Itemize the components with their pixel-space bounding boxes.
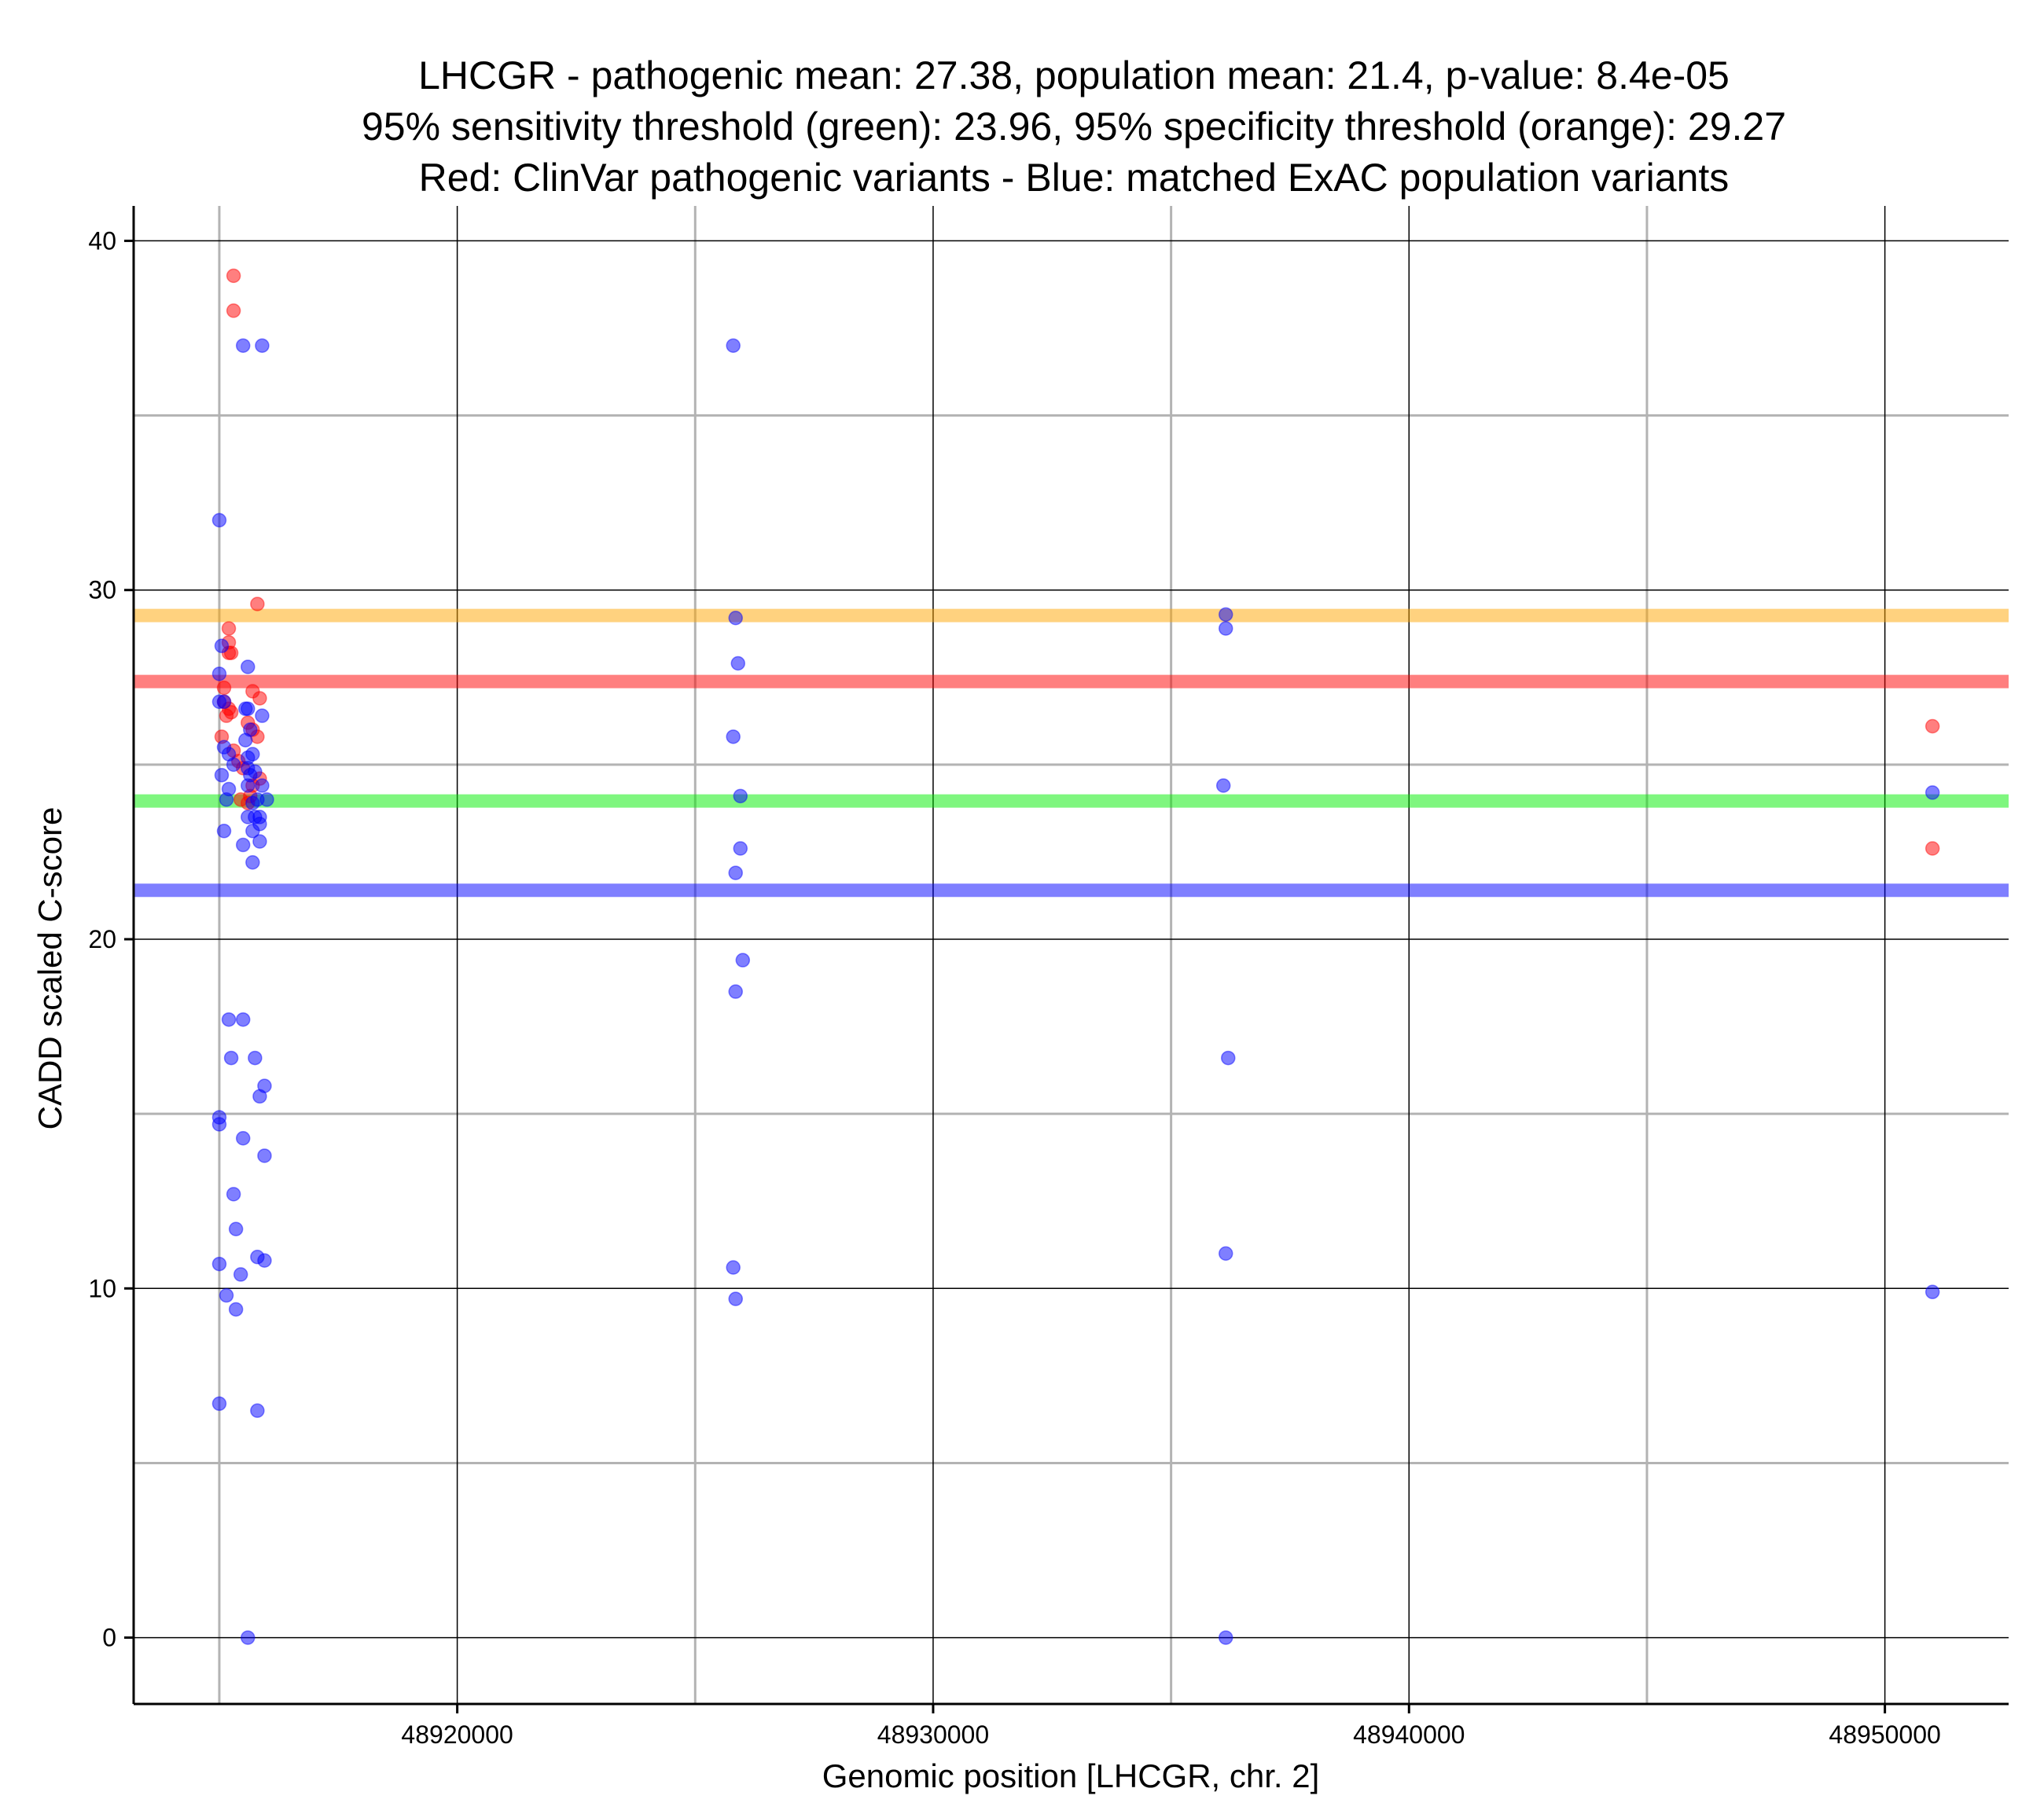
population-point <box>216 694 232 710</box>
population-point <box>241 1630 256 1645</box>
population-point <box>1218 621 1233 636</box>
chart-title-line-3: Red: ClinVar pathogenic variants - Blue:… <box>419 156 1730 200</box>
population-point <box>235 837 251 853</box>
population-point <box>211 1396 227 1412</box>
population-point <box>1215 778 1231 793</box>
population-point <box>257 1253 272 1269</box>
population-point <box>233 1267 248 1282</box>
x-tick-label: 48930000 <box>877 1720 989 1749</box>
pathogenic-point <box>1925 718 1940 734</box>
population-point <box>728 1291 743 1306</box>
pathogenic-point <box>252 691 267 706</box>
x-tick-label: 48920000 <box>401 1720 513 1749</box>
pathogenic-point <box>226 268 241 284</box>
pathogenic-point <box>221 621 237 636</box>
population-point <box>252 1089 267 1104</box>
pathogenic-point <box>219 708 234 723</box>
population-point <box>238 733 253 748</box>
population-point <box>728 984 743 999</box>
population-point <box>245 824 260 839</box>
population-point <box>1218 1246 1233 1261</box>
population-point <box>728 865 743 880</box>
y-tick-label: 40 <box>88 226 116 255</box>
y-tick-label: 10 <box>88 1274 116 1302</box>
chart-title-line-1: LHCGR - pathogenic mean: 27.38, populati… <box>418 53 1730 97</box>
axes: 0 10 20 30 40 48920000 48930000 48940000 4895000… <box>88 206 2009 1749</box>
population-point <box>1218 1630 1233 1645</box>
population-point <box>219 1287 234 1303</box>
population-point <box>735 953 751 968</box>
population-point <box>211 512 227 528</box>
population-point <box>216 824 232 839</box>
y-tick-label: 30 <box>88 576 116 604</box>
x-axis-title: Genomic position [LHCGR, chr. 2] <box>822 1757 1320 1794</box>
population-point <box>728 611 743 626</box>
pathogenic-point <box>226 303 241 318</box>
pathogenic-point <box>1925 841 1940 856</box>
population-point <box>255 338 270 353</box>
pathogenic-point <box>250 597 265 611</box>
population-point <box>238 701 253 717</box>
population-point <box>226 757 241 773</box>
population-point <box>730 655 746 671</box>
pathogenic-point <box>216 680 232 696</box>
population-point <box>259 792 274 807</box>
population-point <box>241 778 256 793</box>
population-point <box>214 767 230 783</box>
population-point <box>726 729 741 744</box>
population-point <box>1218 607 1233 622</box>
population-point <box>221 1012 237 1027</box>
population-point <box>252 834 267 849</box>
y-tick-label: 0 <box>102 1624 116 1652</box>
population-point <box>1925 1284 1940 1299</box>
population-point <box>1221 1050 1236 1066</box>
population-point <box>241 659 256 674</box>
grid <box>134 206 2009 1704</box>
population-point <box>248 1050 263 1066</box>
population-point <box>257 1148 272 1163</box>
population-point <box>211 1117 227 1132</box>
population-point <box>235 338 251 353</box>
x-tick-label: 48940000 <box>1353 1720 1465 1749</box>
population-point <box>726 1260 741 1275</box>
population-point <box>255 778 270 793</box>
population-point <box>235 1012 251 1027</box>
population-point <box>211 1256 227 1272</box>
population-point <box>245 795 260 810</box>
population-point <box>733 841 748 856</box>
population-point <box>235 1131 251 1146</box>
population-point <box>219 792 234 807</box>
population-point <box>250 1403 265 1419</box>
population-point <box>223 1050 239 1066</box>
y-tick-label: 20 <box>88 925 116 953</box>
threshold-lines <box>134 608 2009 898</box>
population-point <box>228 1302 244 1317</box>
population-point <box>211 666 227 681</box>
population-point <box>1925 785 1940 800</box>
x-tick-label: 48950000 <box>1829 1720 1940 1749</box>
population-point <box>214 638 230 654</box>
population-point <box>226 1187 241 1202</box>
chart-title-line-2: 95% sensitivity threshold (green): 23.96… <box>362 105 1786 149</box>
population-point <box>245 747 260 762</box>
population-point <box>726 338 741 353</box>
data-points <box>211 268 1940 1645</box>
pathogenic-point <box>223 645 239 660</box>
population-point <box>733 788 748 804</box>
population-point <box>245 855 260 870</box>
y-axis-title: CADD scaled C-score <box>31 807 68 1130</box>
population-point <box>228 1221 244 1237</box>
population-point <box>255 708 270 723</box>
